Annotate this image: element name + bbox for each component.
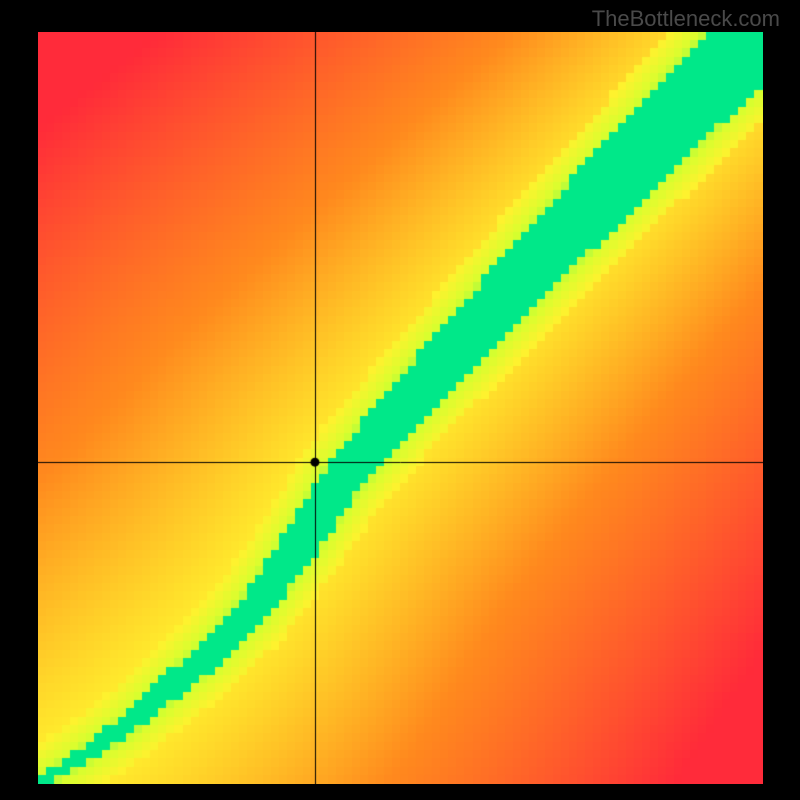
- chart-container: TheBottleneck.com: [0, 0, 800, 800]
- heatmap-plot: [38, 32, 763, 784]
- watermark-text: TheBottleneck.com: [592, 6, 780, 32]
- heatmap-canvas: [38, 32, 763, 784]
